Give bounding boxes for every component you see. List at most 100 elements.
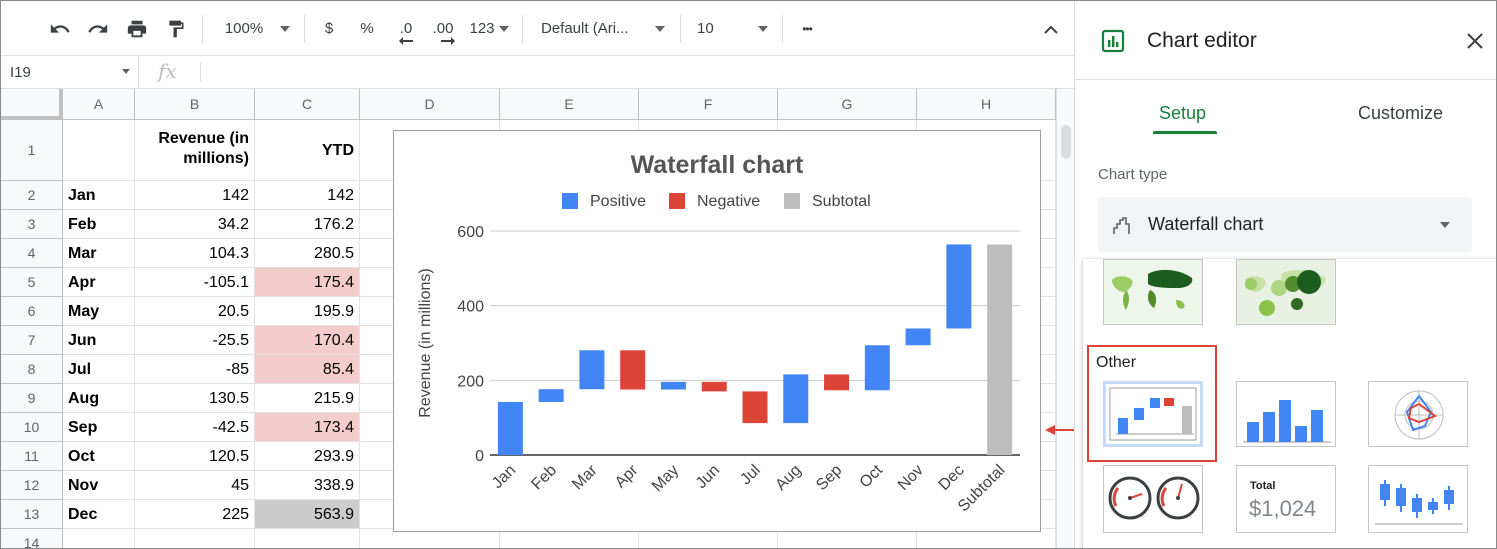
row-header[interactable]: 2 <box>1 181 63 210</box>
cell-revenue[interactable] <box>135 529 255 548</box>
waterfall-chart[interactable]: Waterfall chart Positive Negative Subtotal 0… <box>393 130 1041 532</box>
cell-revenue[interactable]: -85 <box>135 355 255 384</box>
row-header[interactable]: 7 <box>1 326 63 355</box>
cell-revenue[interactable]: 142 <box>135 181 255 210</box>
column-header[interactable]: H <box>917 89 1056 120</box>
column-header[interactable]: E <box>500 89 639 120</box>
cell-ytd[interactable]: 338.9 <box>255 471 360 500</box>
cell-revenue-header[interactable]: Revenue (in millions) <box>135 120 255 181</box>
more-options-button[interactable]: ••• <box>802 22 813 36</box>
cell-ytd-header[interactable]: YTD <box>255 120 360 181</box>
radar-chart-thumbnail[interactable] <box>1368 381 1468 447</box>
row-header[interactable]: 14 <box>1 529 63 548</box>
row-header[interactable]: 5 <box>1 268 63 297</box>
column-header[interactable]: G <box>778 89 917 120</box>
cell-ytd[interactable]: 170.4 <box>255 326 360 355</box>
cell-month[interactable]: Dec <box>63 500 135 529</box>
cell-ytd[interactable]: 293.9 <box>255 442 360 471</box>
row-header[interactable]: 6 <box>1 297 63 326</box>
tab-customize[interactable]: Customize <box>1358 103 1444 123</box>
cell-month[interactable]: Oct <box>63 442 135 471</box>
cell-revenue[interactable]: 45 <box>135 471 255 500</box>
cell-revenue[interactable]: -42.5 <box>135 413 255 442</box>
cell-revenue[interactable]: 120.5 <box>135 442 255 471</box>
row-header[interactable]: 13 <box>1 500 63 529</box>
cell-ytd[interactable] <box>255 529 360 548</box>
cell-empty[interactable] <box>639 529 778 548</box>
row-header[interactable]: 1 <box>1 120 63 181</box>
row-header[interactable]: 9 <box>1 384 63 413</box>
cell-month[interactable]: May <box>63 297 135 326</box>
cell-revenue[interactable]: 130.5 <box>135 384 255 413</box>
cell-month[interactable] <box>63 120 135 181</box>
undo-icon[interactable] <box>45 15 75 43</box>
waterfall-chart-thumbnail[interactable] <box>1103 381 1203 447</box>
cell-empty[interactable] <box>500 529 639 548</box>
geo-chart-thumbnail[interactable] <box>1103 259 1203 325</box>
cell-ytd[interactable]: 175.4 <box>255 268 360 297</box>
candlestick-chart-thumbnail[interactable] <box>1368 465 1468 533</box>
column-chart-thumbnail[interactable] <box>1236 381 1336 447</box>
close-icon[interactable] <box>1465 31 1489 55</box>
cell-ytd[interactable]: 195.9 <box>255 297 360 326</box>
cell-month[interactable]: Apr <box>63 268 135 297</box>
cell-ytd[interactable]: 280.5 <box>255 239 360 268</box>
cell-revenue[interactable]: 20.5 <box>135 297 255 326</box>
cell-empty[interactable] <box>778 529 917 548</box>
font-size-select[interactable]: 10 <box>697 20 714 37</box>
number-format-select[interactable]: 123 <box>469 20 495 37</box>
column-header[interactable]: C <box>255 89 360 120</box>
cell-revenue[interactable]: -105.1 <box>135 268 255 297</box>
gauge-chart-thumbnail[interactable] <box>1103 465 1203 533</box>
cell-empty[interactable] <box>917 529 1056 548</box>
row-header[interactable]: 4 <box>1 239 63 268</box>
cell-month[interactable]: Jan <box>63 181 135 210</box>
column-header[interactable]: F <box>639 89 778 120</box>
cell-month[interactable]: Feb <box>63 210 135 239</box>
scrollbar-thumb[interactable] <box>1061 125 1071 159</box>
cell-revenue[interactable]: 225 <box>135 500 255 529</box>
currency-format-button[interactable]: $ <box>324 20 334 37</box>
cell-revenue[interactable]: 104.3 <box>135 239 255 268</box>
cell-month[interactable]: Jun <box>63 326 135 355</box>
row-header[interactable]: 3 <box>1 210 63 239</box>
row-header[interactable]: 8 <box>1 355 63 384</box>
cell-month[interactable]: Aug <box>63 384 135 413</box>
cell-revenue[interactable]: -25.5 <box>135 326 255 355</box>
column-header[interactable]: D <box>360 89 500 120</box>
cell-ytd[interactable]: 563.9 <box>255 500 360 529</box>
decrease-decimal-button[interactable]: .0 <box>391 15 421 45</box>
zoom-select[interactable]: 100% <box>224 20 264 37</box>
row-header[interactable]: 12 <box>1 471 63 500</box>
column-header[interactable]: B <box>135 89 255 120</box>
cell-month[interactable]: Nov <box>63 471 135 500</box>
column-header[interactable]: A <box>63 89 135 120</box>
row-header[interactable]: 11 <box>1 442 63 471</box>
cell-ytd[interactable]: 215.9 <box>255 384 360 413</box>
font-family-select[interactable]: Default (Ari... <box>541 20 629 37</box>
vertical-scrollbar[interactable] <box>1056 89 1074 548</box>
geo-bubble-chart-thumbnail[interactable] <box>1236 259 1336 325</box>
redo-icon[interactable] <box>83 15 113 43</box>
cell-ytd[interactable]: 85.4 <box>255 355 360 384</box>
collapse-toolbar-icon[interactable] <box>1037 15 1065 43</box>
scorecard-chart-thumbnail[interactable]: Total $1,024 <box>1236 465 1336 533</box>
increase-decimal-button[interactable]: .00 <box>427 15 459 45</box>
print-icon[interactable] <box>121 15 153 43</box>
chart-type-select[interactable]: Waterfall chart <box>1098 197 1472 252</box>
select-all-corner[interactable] <box>1 89 63 120</box>
formula-input[interactable] <box>211 58 1061 86</box>
cell-empty[interactable] <box>360 529 500 548</box>
tab-setup[interactable]: Setup <box>1159 103 1207 123</box>
cell-month[interactable] <box>63 529 135 548</box>
cell-ytd[interactable]: 142 <box>255 181 360 210</box>
paint-format-icon[interactable] <box>161 15 191 43</box>
name-box[interactable]: I19 <box>1 56 139 88</box>
row-header[interactable]: 10 <box>1 413 63 442</box>
cell-ytd[interactable]: 176.2 <box>255 210 360 239</box>
cell-month[interactable]: Sep <box>63 413 135 442</box>
cell-revenue[interactable]: 34.2 <box>135 210 255 239</box>
percent-format-button[interactable]: % <box>360 20 374 37</box>
cell-month[interactable]: Jul <box>63 355 135 384</box>
cell-month[interactable]: Mar <box>63 239 135 268</box>
